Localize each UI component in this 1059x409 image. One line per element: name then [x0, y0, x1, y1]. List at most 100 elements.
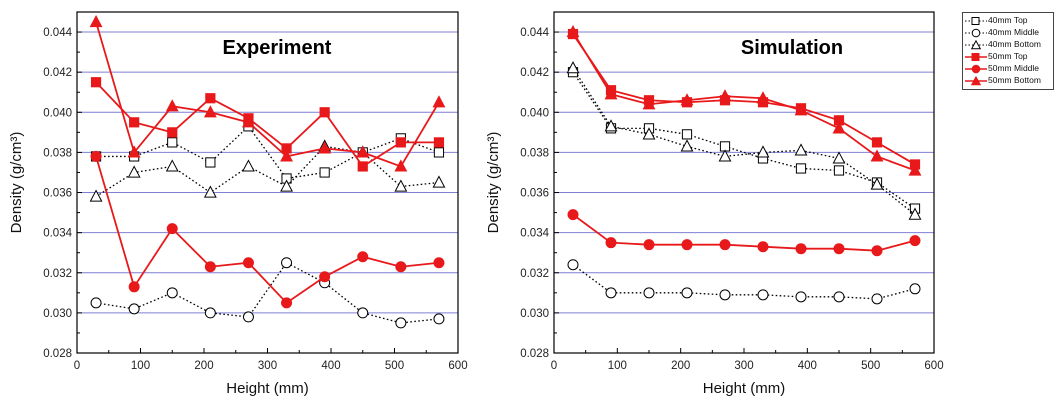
point-40mm-middle: [719, 289, 731, 301]
chart-title: Experiment: [223, 37, 332, 59]
point-50mm-middle: [433, 257, 445, 269]
point-40mm-top: [833, 165, 845, 176]
point-40mm-middle: [433, 313, 445, 325]
point-40mm-bottom: [394, 179, 408, 192]
series-50mm-bottom: [89, 14, 446, 172]
point-50mm-bottom: [394, 159, 408, 172]
series-line-50mm-bottom: [95, 21, 440, 168]
point-40mm-middle: [128, 303, 140, 315]
point-50mm-middle: [643, 239, 655, 251]
x-tick-label: 100: [608, 360, 627, 372]
experiment-chart: 0.028 0.030 0.032 0.034 0.036 0.038 0.040 0.042…: [8, 11, 468, 397]
point-50mm-bottom: [794, 103, 808, 116]
point-40mm-top: [319, 167, 330, 178]
gridlines: [554, 31, 934, 314]
point-40mm-bottom: [756, 145, 770, 158]
point-40mm-middle: [681, 287, 693, 299]
point-40mm-bottom: [642, 127, 656, 140]
series-line-40mm-middle: [572, 264, 916, 300]
series-50mm-bottom: [566, 24, 922, 176]
series-line-40mm-top: [96, 125, 440, 180]
series-line-40mm-bottom: [95, 145, 440, 198]
point-50mm-bottom: [432, 95, 446, 108]
point-40mm-middle: [757, 289, 769, 301]
y-tick-label: 0.034: [520, 228, 549, 240]
legend-item-50mm-bottom: 50mm Bottom: [965, 75, 1041, 86]
point-40mm-top: [167, 137, 178, 148]
point-50mm-bottom: [756, 91, 770, 104]
point-40mm-middle: [871, 293, 883, 305]
point-50mm-bottom: [642, 97, 656, 110]
y-tick-label: 0.038: [520, 147, 549, 159]
point-40mm-bottom: [432, 175, 446, 188]
series-40mm-bottom: [89, 139, 446, 202]
point-40mm-top: [795, 163, 807, 174]
legend-label: 40mm Top: [988, 15, 1028, 25]
series-40mm-bottom: [566, 61, 922, 220]
point-50mm-bottom: [242, 115, 255, 128]
x-tick-label: 200: [671, 360, 690, 372]
point-50mm-bottom: [604, 87, 618, 100]
y-axis: 0.028 0.030 0.032 0.034 0.036 0.038 0.040 0.042…: [520, 27, 559, 360]
y-tick-label: 0.038: [43, 147, 72, 159]
point-50mm-bottom: [280, 149, 293, 162]
point-50mm-middle: [395, 261, 407, 273]
point-40mm-bottom: [566, 61, 580, 74]
point-50mm-top: [871, 137, 883, 148]
point-40mm-middle: [567, 259, 579, 271]
point-50mm-middle: [166, 223, 178, 235]
point-50mm-middle: [242, 257, 254, 269]
x-tick-label: 0: [74, 360, 80, 372]
x-tick-label: 300: [258, 360, 277, 372]
point-40mm-bottom: [127, 165, 141, 178]
legend-marker-40mm-top: [965, 16, 987, 25]
y-axis-title: Density (g/cm³): [8, 132, 25, 234]
point-50mm-top: [357, 161, 368, 172]
point-40mm-bottom: [203, 185, 217, 198]
point-50mm-middle: [605, 237, 617, 249]
point-50mm-top: [167, 127, 178, 138]
point-50mm-middle: [681, 239, 693, 251]
y-axis-title: Density (g/cm³): [485, 132, 502, 234]
y-tick-label: 0.040: [520, 107, 549, 119]
point-40mm-middle: [605, 287, 617, 299]
legend-label: 50mm Middle: [988, 63, 1040, 73]
point-50mm-bottom: [203, 105, 217, 118]
simulation-chart: 0.028 0.030 0.032 0.034 0.036 0.038 0.040 0.042…: [485, 11, 944, 397]
x-tick-label: 500: [861, 360, 880, 372]
y-tick-label: 0.032: [520, 268, 549, 280]
point-40mm-top: [681, 129, 693, 140]
legend-item-50mm-middle: 50mm Middle: [965, 63, 1039, 74]
point-50mm-top: [90, 77, 102, 88]
series-line-40mm-top: [572, 71, 916, 210]
point-40mm-bottom: [718, 149, 732, 162]
y-tick-label: 0.040: [43, 107, 72, 119]
series-line-50mm-middle: [572, 213, 916, 252]
point-50mm-middle: [871, 245, 883, 257]
point-50mm-top: [129, 117, 140, 128]
legend-item-40mm-top: 40mm Top: [965, 15, 1028, 26]
point-50mm-bottom: [680, 93, 694, 106]
series-line-50mm-top: [572, 33, 916, 166]
legend-marker-50mm-bottom: [965, 75, 987, 85]
x-tick-label: 0: [551, 360, 557, 372]
point-40mm-bottom: [680, 139, 694, 152]
point-40mm-middle: [357, 307, 369, 319]
series-line-50mm-bottom: [572, 31, 916, 172]
y-tick-label: 0.044: [520, 27, 549, 39]
point-40mm-bottom: [908, 207, 922, 220]
legend-label: 50mm Bottom: [988, 75, 1041, 85]
point-50mm-middle: [281, 297, 293, 309]
point-50mm-middle: [204, 261, 216, 273]
y-tick-label: 0.030: [520, 308, 549, 320]
point-50mm-top: [395, 137, 406, 148]
point-40mm-top: [433, 147, 445, 158]
series-50mm-middle: [567, 209, 921, 257]
point-50mm-middle: [567, 209, 579, 221]
point-50mm-middle: [90, 150, 102, 162]
x-tick-label: 400: [798, 360, 817, 372]
point-50mm-bottom: [566, 24, 580, 38]
point-50mm-bottom: [356, 145, 370, 158]
x-tick-label: 300: [734, 360, 753, 372]
point-50mm-bottom: [908, 163, 922, 176]
